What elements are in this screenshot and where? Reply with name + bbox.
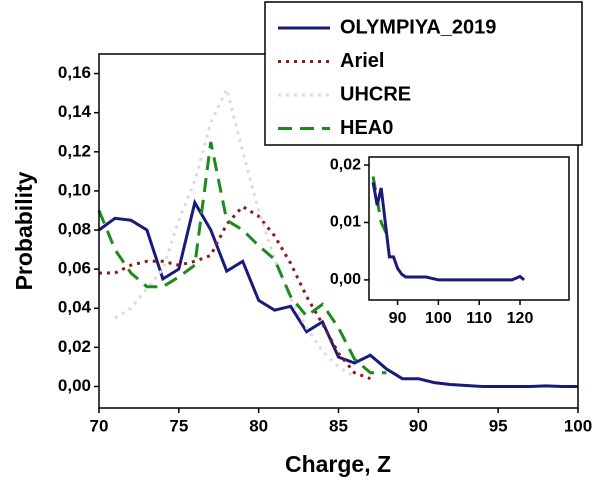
y-tick-label: 0,08 — [58, 220, 91, 239]
series-line — [371, 176, 391, 241]
y-tick-label: 0,01 — [330, 214, 361, 231]
x-tick-label: 120 — [507, 310, 534, 327]
legend-label: UHCRE — [340, 83, 411, 105]
x-tick-label: 85 — [329, 416, 348, 435]
y-tick-label: 0,02 — [58, 337, 91, 356]
x-tick-label: 100 — [425, 310, 452, 327]
x-tick-label: 70 — [90, 416, 109, 435]
y-tick-label: 0,04 — [58, 298, 92, 317]
series-line — [114, 84, 356, 378]
y-tick-label: 0,06 — [58, 259, 91, 278]
series-line — [97, 141, 387, 375]
x-tick-label: 90 — [389, 310, 407, 327]
x-tick-label: 95 — [489, 416, 508, 435]
y-tick-label: 0,16 — [58, 63, 91, 82]
y-tick-label: 0,10 — [58, 180, 91, 199]
x-tick-label: 110 — [466, 310, 492, 327]
x-axis-label: Charge, Z — [285, 451, 391, 477]
x-tick-label: 100 — [564, 416, 592, 435]
x-tick-label: 90 — [409, 416, 428, 435]
plot-frame — [368, 156, 570, 301]
legend-label: OLYMPIYA_2019 — [340, 16, 496, 38]
y-tick-label: 0,00 — [58, 376, 91, 395]
y-tick-label: 0,02 — [330, 156, 361, 173]
y-tick-label: 0,14 — [58, 102, 92, 121]
series-line — [371, 182, 526, 282]
x-tick-label: 75 — [169, 416, 188, 435]
legend-label: Ariel — [340, 50, 384, 72]
legend-box — [264, 1, 583, 146]
legend-label: HEA0 — [340, 117, 393, 139]
y-tick-label: 0,12 — [58, 141, 91, 160]
x-tick-label: 80 — [249, 416, 268, 435]
series-line — [99, 204, 371, 381]
y-tick-label: 0,00 — [330, 271, 361, 288]
series-line — [98, 198, 578, 388]
y-axis-label: Probability — [11, 171, 37, 290]
